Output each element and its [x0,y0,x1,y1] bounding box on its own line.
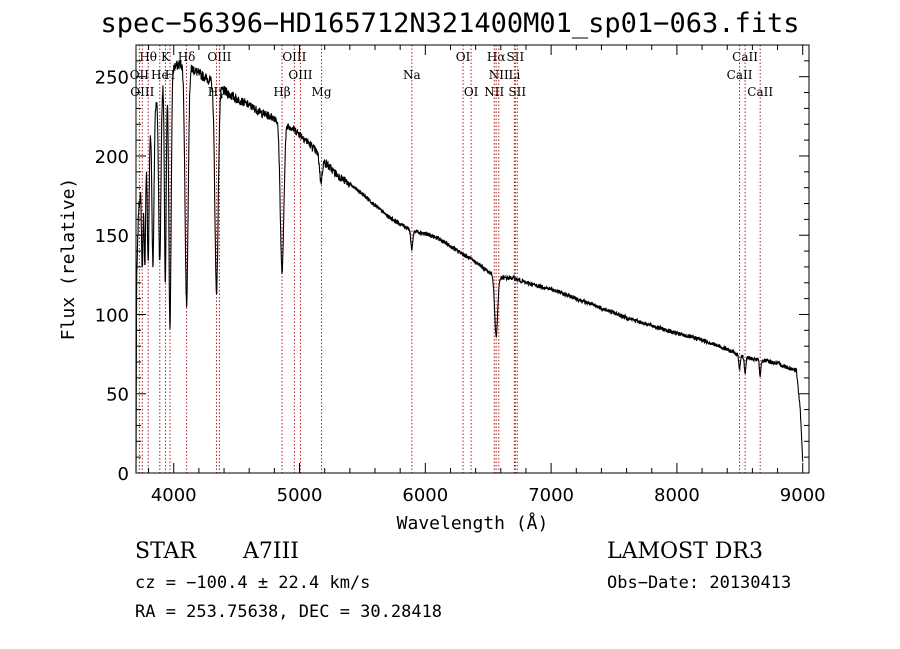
axes [135,44,810,474]
line-marker-label: OIII [282,50,306,64]
coordinates: RA = 253.75638, DEC = 30.28418 [135,602,443,622]
line-marker-label: Li [508,68,520,82]
x-axis-label: Wavelength (Å) [397,512,549,534]
line-marker-label: K [161,50,171,64]
line-marker-label: OII [130,68,150,82]
line-marker-label: CaII [747,85,773,99]
line-marker-label: SII [508,85,526,99]
observation-date: Obs−Date: 20130413 [607,573,792,593]
line-marker-label: OIII [288,68,312,82]
x-tick-label: 7000 [528,485,574,506]
y-tick-label: 200 [95,147,129,168]
line-marker-label: OI [456,50,471,64]
survey-label: LAMOST DR3 [607,539,763,564]
axis-labels: 4000 5000 6000 7000 8000 9000 0 50 100 150 200 250 W… [58,68,826,534]
line-marker-label: OIII [130,85,154,99]
x-tick-label: 8000 [654,485,700,506]
line-marker-label: He [151,68,169,82]
object-class-label: STAR [135,539,196,564]
line-marker-label: OI [464,85,479,99]
line-marker-label: Mg [312,85,332,99]
line-marker-label: H [165,68,175,82]
redshift-velocity: cz = −100.4 ± 22.4 km/s [135,573,371,593]
line-marker-label: SII [507,50,525,64]
y-tick-label: 250 [95,68,129,89]
line-marker-label: NII [484,85,504,99]
line-marker-label: Hθ [139,50,157,64]
y-tick-label: 50 [106,385,129,406]
line-marker-label: Hβ [273,85,290,99]
x-tick-label: 9000 [780,485,826,506]
line-marker-label: Na [403,68,421,82]
line-marker-label: OIII [207,50,231,64]
line-marker-label: CaII [727,68,753,82]
flux-series-line [135,60,804,473]
y-tick-label: 0 [118,464,129,485]
plot-frame [135,44,810,474]
line-marker-label: Hα [487,50,506,64]
x-tick-label: 4000 [151,485,197,506]
line-marker-label: Hδ [178,50,196,64]
y-axis-label: Flux (relative) [58,178,79,341]
y-tick-label: 150 [95,226,129,247]
line-marker-label: NII [489,68,509,82]
spectral-subclass: A7III [243,539,299,564]
y-tick-label: 100 [95,305,129,326]
line-marker-label: CaII [732,50,758,64]
spectrum-series [135,60,804,473]
chart-title: spec−56396−HD165712N321400M01_sp01−063.f… [100,8,800,39]
x-tick-label: 6000 [402,485,448,506]
ticks [136,44,809,474]
x-tick-label: 5000 [277,485,323,506]
